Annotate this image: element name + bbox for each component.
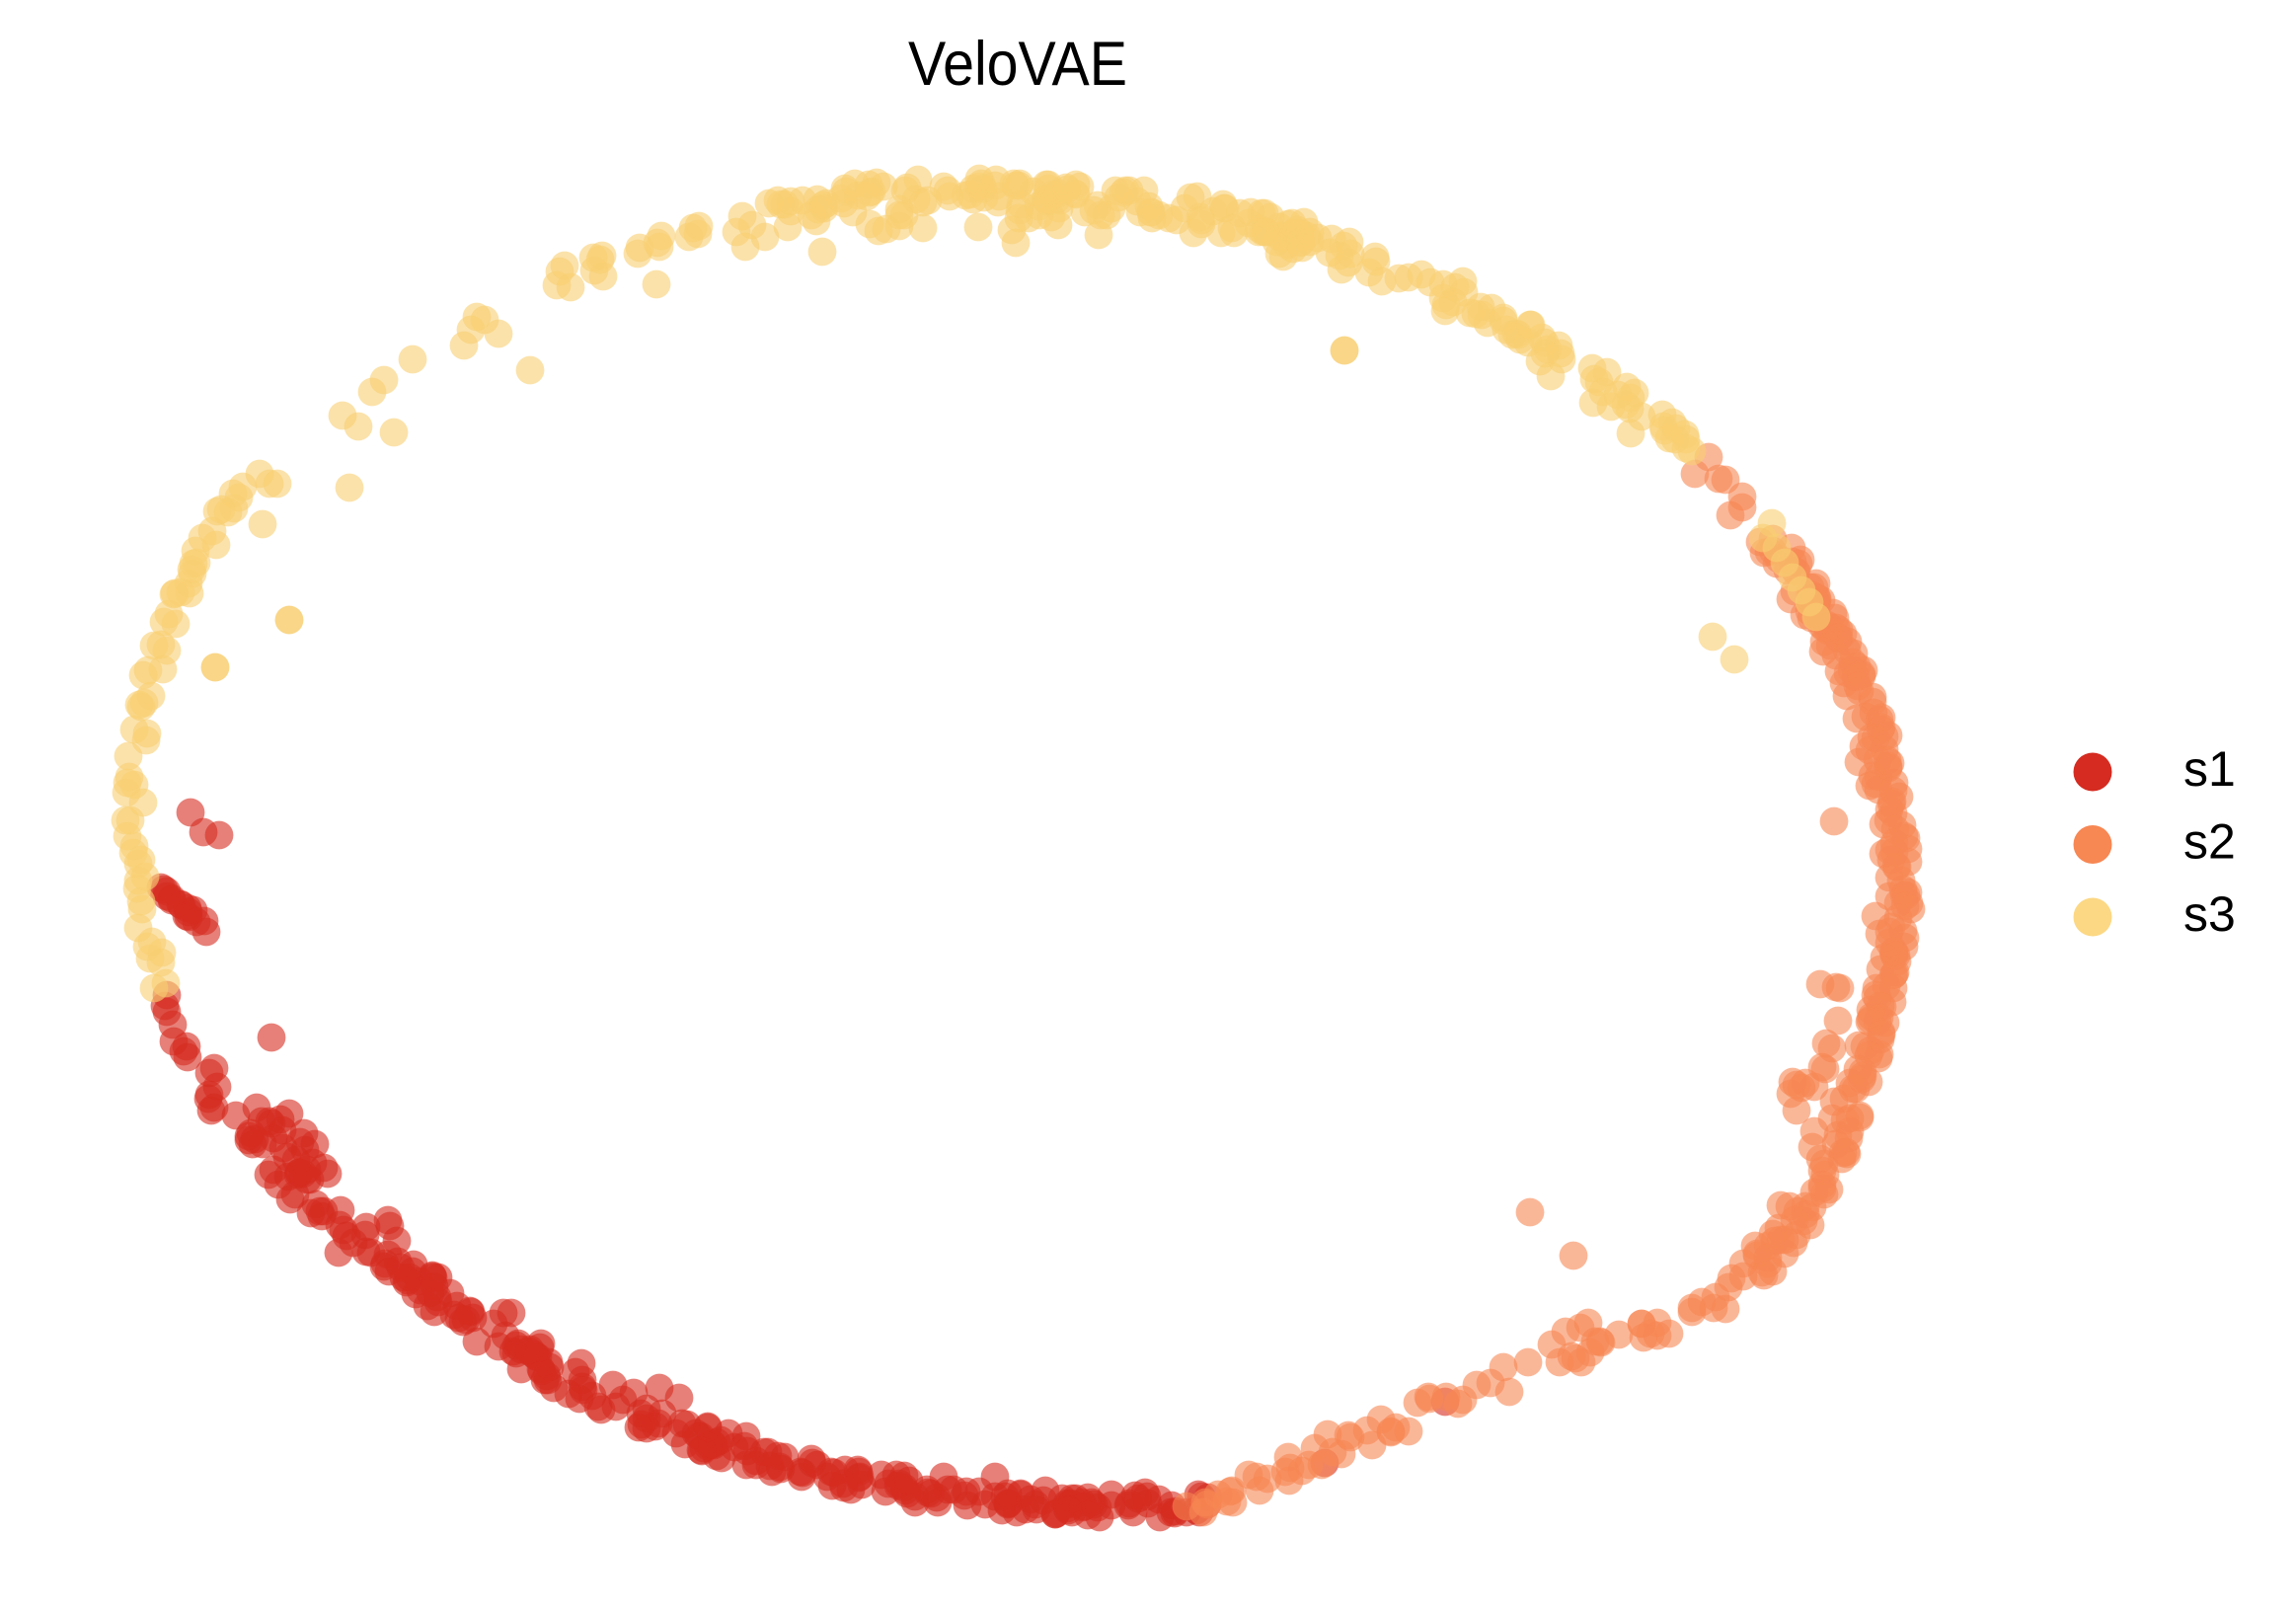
svg-text:s1: s1 (2183, 741, 2236, 797)
svg-text:s2: s2 (2183, 814, 2236, 870)
svg-text:VeloVAE: VeloVAE (908, 30, 1127, 99)
svg-text:s3: s3 (2183, 886, 2236, 942)
